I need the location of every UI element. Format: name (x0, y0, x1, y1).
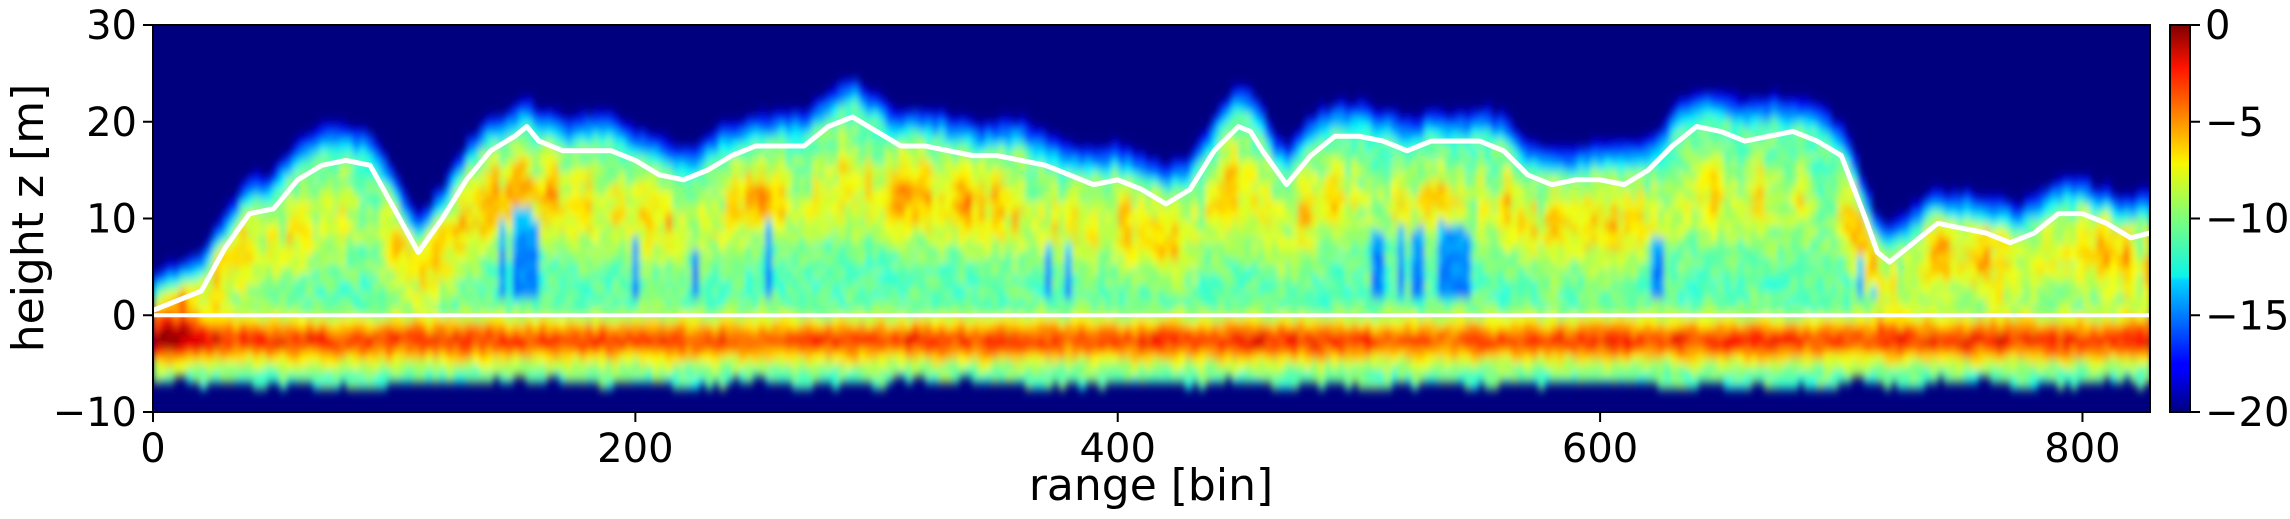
heatmap-cell (406, 200, 414, 207)
heatmap-cell (393, 176, 401, 183)
heatmap-cell (373, 140, 381, 147)
heatmap-cell (526, 98, 534, 105)
heatmap-cell (399, 188, 407, 195)
heatmap-cell (379, 152, 387, 159)
heatmap-cell (386, 164, 394, 171)
